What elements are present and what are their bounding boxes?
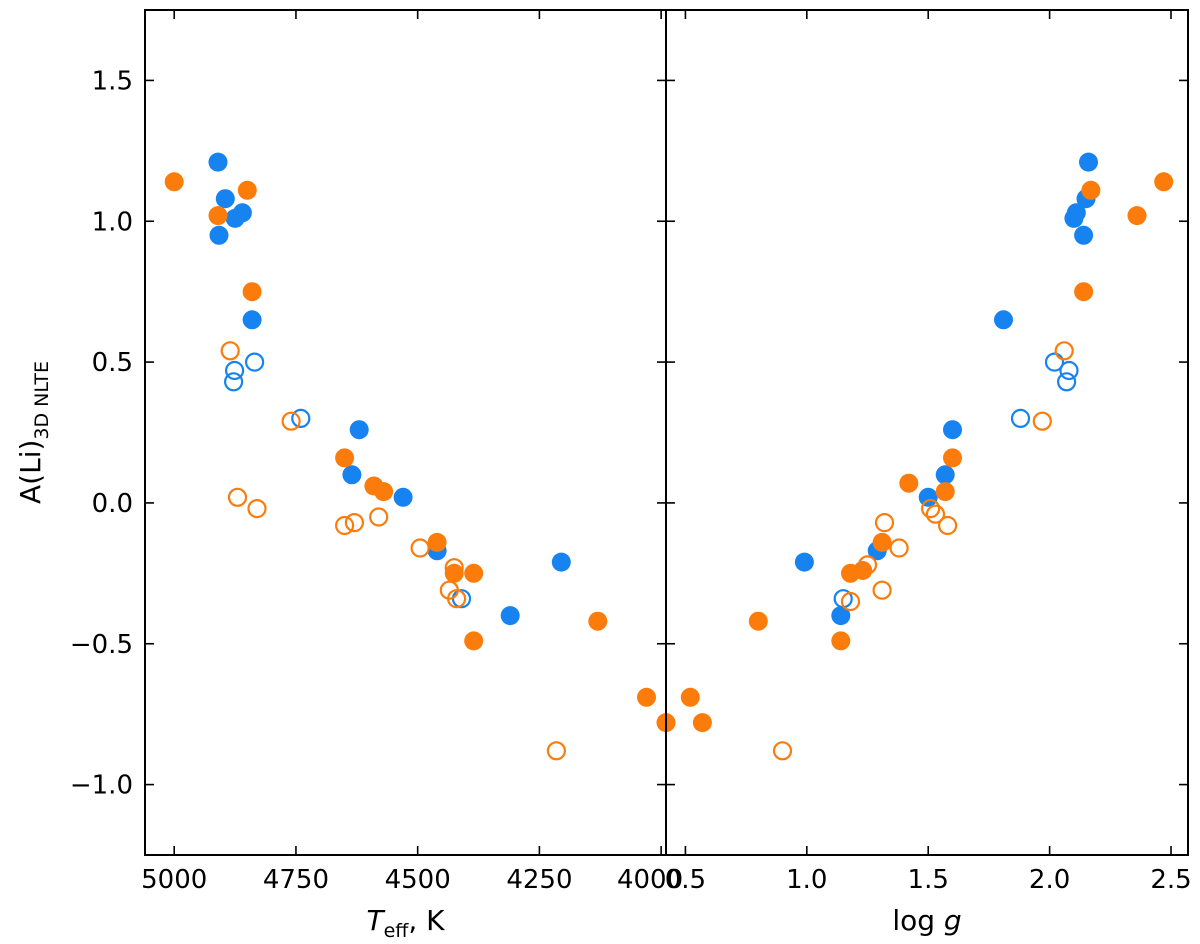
open-orange-point [335,515,355,536]
filled-orange-point [680,687,700,707]
x-tick-label: 5000 [141,865,207,895]
open-orange-point [937,515,958,536]
x-axis-title-teff: Teff, K [366,904,445,942]
panel-frame-teff [144,9,667,856]
filled-orange-point [943,448,962,468]
open-blue-point [1044,352,1065,372]
y-tick-label: 1.5 [92,66,133,96]
filled-orange-point [208,206,228,226]
x-tick-label: 2.5 [1150,865,1191,895]
filled-blue-point [1074,225,1094,245]
filled-blue-point [393,487,413,507]
filled-orange-point [588,611,608,631]
y-tick-label: 0.0 [92,489,133,519]
filled-blue-point [232,203,252,223]
filled-orange-point [464,631,484,651]
open-blue-point [291,408,311,428]
filled-blue-point [209,225,229,245]
open-orange-point [925,504,946,524]
filled-orange-point [335,448,355,468]
filled-orange-point [427,532,447,552]
open-orange-point [872,580,892,600]
open-orange-point [874,512,895,533]
open-orange-point [546,741,567,761]
filled-blue-point [935,465,955,485]
axes-layer [144,9,1189,856]
open-orange-point [281,411,301,431]
filled-orange-point [1154,172,1174,192]
filled-orange-point [374,482,394,502]
filled-orange-point [831,631,851,651]
filled-blue-point [208,152,228,172]
filled-orange-point [899,473,919,493]
filled-blue-point [342,465,362,485]
y-tick-label: −0.5 [70,630,133,660]
x-tick-label: 4500 [385,865,451,895]
x-tick-label: 2.0 [1029,865,1070,895]
x-tick-label: 1.5 [908,865,949,895]
filled-orange-point [1081,180,1101,200]
open-blue-point [225,360,245,381]
open-orange-point [227,487,248,507]
filled-orange-point [237,180,257,200]
open-orange-point [1032,411,1052,431]
open-blue-point [245,352,265,372]
open-orange-point [889,538,909,558]
filled-blue-point [794,552,814,572]
filled-blue-point [1064,208,1084,228]
filled-blue-point [215,189,235,209]
filled-orange-point [164,172,184,192]
open-blue-point [1010,408,1031,428]
x-tick-label: 4250 [506,865,572,895]
y-axis-title: A(Li)3D NLTE [14,361,53,504]
open-orange-point [1054,341,1074,361]
filled-orange-point [1127,206,1147,226]
open-blue-point [224,372,244,392]
open-orange-point [840,591,861,612]
filled-blue-point [1079,152,1098,172]
data-points-layer [164,152,1174,761]
x-tick-label: 4000 [617,865,683,895]
open-orange-point [444,558,464,578]
panel-frame-logg [665,9,1189,856]
open-orange-point [344,512,364,533]
filled-orange-point [1074,282,1094,302]
labels-layer: 5000 4750 4500 4250 4000 1.5 1.0 0.5 0.0 −0.5 −1.0… [14,66,1192,942]
filled-blue-point [551,552,571,572]
open-orange-point [247,499,267,519]
open-orange-point [447,589,467,609]
y-tick-label: 1.0 [92,207,133,237]
x-tick-label: 4750 [263,865,329,895]
open-orange-point [857,555,878,575]
filled-orange-point [935,482,955,502]
filled-orange-point [841,563,860,583]
y-tick-label: 0.5 [92,348,133,378]
filled-blue-point [242,310,262,330]
open-orange-point [410,538,430,558]
open-blue-point [1059,360,1079,381]
x-tick-label: 0.5 [665,865,706,895]
filled-orange-point [242,282,262,302]
filled-blue-point [349,420,369,440]
filled-blue-point [918,487,938,507]
filled-blue-point [831,606,851,626]
open-orange-point [772,741,793,761]
open-orange-point [369,507,389,527]
filled-orange-point [692,713,712,733]
filled-orange-point [748,611,768,631]
filled-blue-point [943,420,962,440]
x-axis-title-logg: log g [892,904,961,937]
filled-orange-point [637,687,656,707]
filled-blue-point [500,606,520,626]
filled-orange-point [464,563,484,583]
y-tick-label: −1.0 [70,771,133,801]
filled-orange-point [872,532,892,552]
open-orange-point [220,341,240,361]
filled-blue-point [994,310,1013,330]
open-orange-point [920,499,941,519]
filled-orange-point [444,563,464,583]
x-tick-label: 1.0 [786,865,827,895]
open-blue-point [1056,372,1077,392]
